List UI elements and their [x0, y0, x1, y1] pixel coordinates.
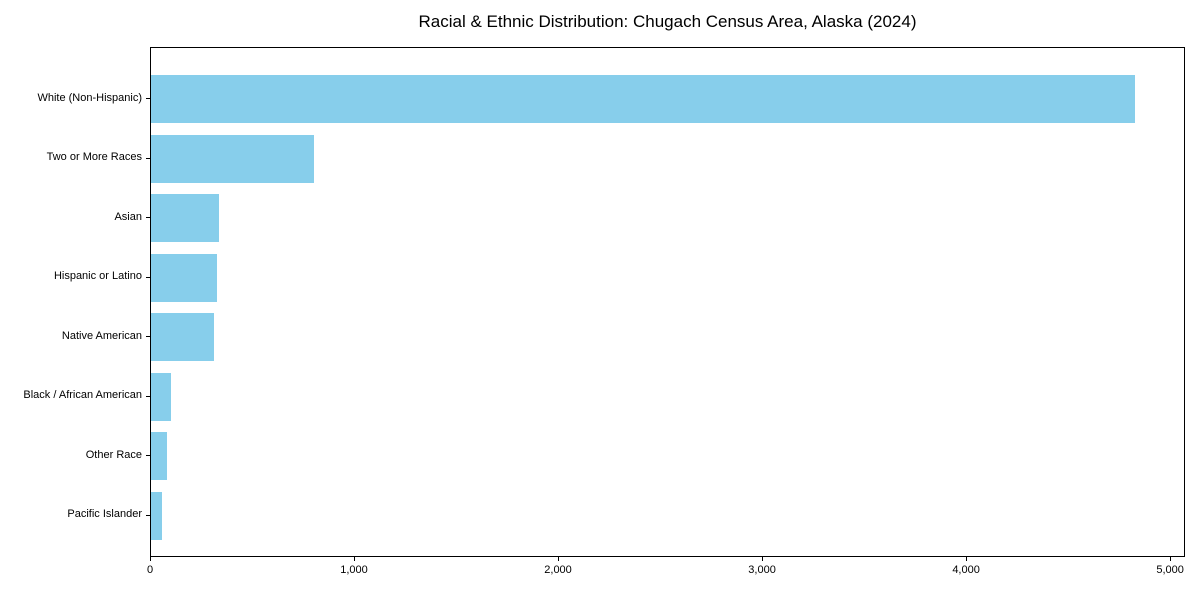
x-tick-mark [150, 557, 151, 561]
x-tick-mark [762, 557, 764, 561]
bar [151, 432, 168, 480]
x-tick-label: 0 [146, 564, 154, 576]
y-tick-label: Black / African American [23, 389, 142, 401]
bar [151, 75, 1135, 123]
y-tick-mark [146, 217, 150, 218]
bar [151, 491, 163, 540]
bar [151, 313, 215, 361]
y-tick-mark [146, 98, 150, 99]
x-tick-mark [1170, 557, 1172, 561]
y-tick-label: Native American [61, 329, 142, 342]
y-tick-label: Hispanic or Latino [53, 270, 142, 282]
plot-area [150, 47, 1185, 557]
x-tick-label: 2,000 [544, 564, 572, 576]
bar [151, 372, 172, 421]
x-tick-label: 3,000 [748, 564, 776, 576]
y-tick-mark [146, 395, 150, 397]
x-tick-mark [966, 557, 968, 561]
y-tick-label: Asian [114, 210, 142, 223]
y-tick-label: Pacific Islander [67, 508, 142, 520]
y-tick-mark [146, 336, 150, 337]
y-tick-label: White (Non-Hispanic) [37, 91, 142, 104]
y-tick-mark [146, 157, 150, 159]
bar [151, 134, 314, 183]
x-tick-label: 5,000 [1156, 564, 1184, 576]
chart-title: Racial & Ethnic Distribution: Chugach Ce… [418, 12, 917, 31]
y-tick-label: Other Race [85, 448, 142, 461]
y-tick-label: Two or More Races [46, 151, 142, 163]
x-tick-label: 1,000 [340, 564, 368, 576]
y-tick-mark [146, 514, 150, 516]
x-tick-mark [558, 557, 560, 561]
bar [151, 253, 218, 302]
bar [151, 194, 220, 242]
x-tick-label: 4,000 [952, 564, 980, 576]
y-tick-mark [146, 276, 150, 278]
y-tick-mark [146, 455, 150, 456]
x-tick-mark [354, 557, 356, 561]
